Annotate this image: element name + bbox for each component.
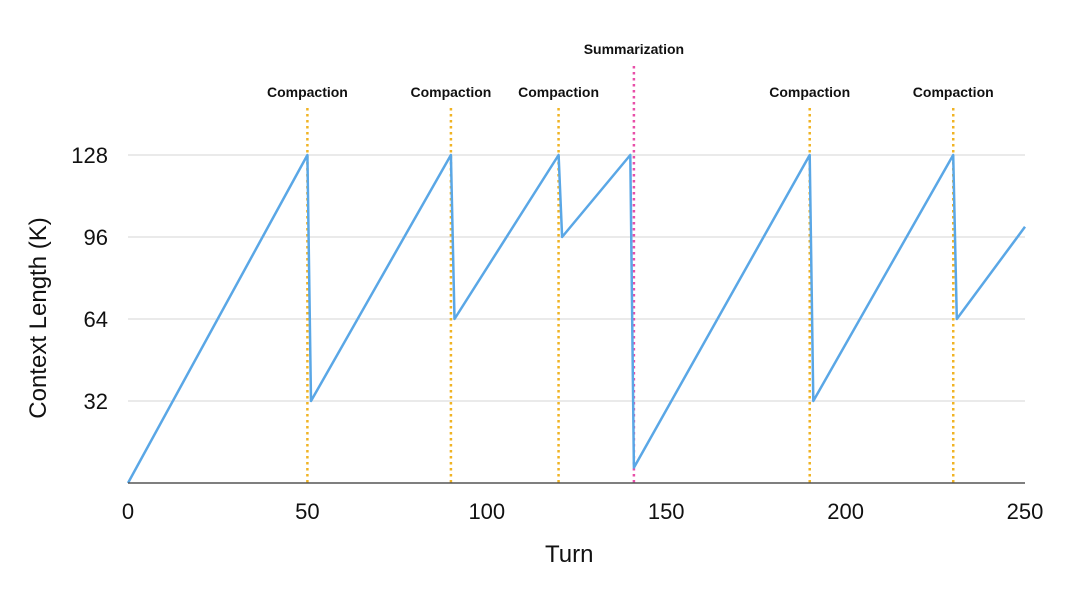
event-markers [306,66,955,483]
compaction-label: Compaction [267,84,348,100]
y-tick-label: 32 [84,389,108,414]
y-tick-label: 128 [71,143,108,168]
y-axis-title: Context Length (K) [25,217,52,418]
compaction-label: Compaction [410,84,491,100]
x-tick-label: 150 [648,499,685,524]
compaction-label: Compaction [518,84,599,100]
compaction-label: Compaction [769,84,850,100]
x-tick-label: 250 [1007,499,1044,524]
y-tick-label: 64 [84,307,108,332]
x-tick-label: 200 [827,499,864,524]
series-lines [126,153,1027,484]
labels: 32 64 96 128 0 50 100 150 200 250 Compaction Compac… [25,41,1043,568]
compaction-label: Compaction [913,84,994,100]
gridlines [128,154,1025,402]
summarization-label: Summarization [584,41,684,57]
x-tick-label: 50 [295,499,319,524]
x-tick-label: 0 [122,499,134,524]
x-tick-label: 100 [468,499,505,524]
y-tick-label: 96 [84,225,108,250]
x-axis-title: Turn [545,541,593,568]
series-line-0 [126,153,1027,484]
